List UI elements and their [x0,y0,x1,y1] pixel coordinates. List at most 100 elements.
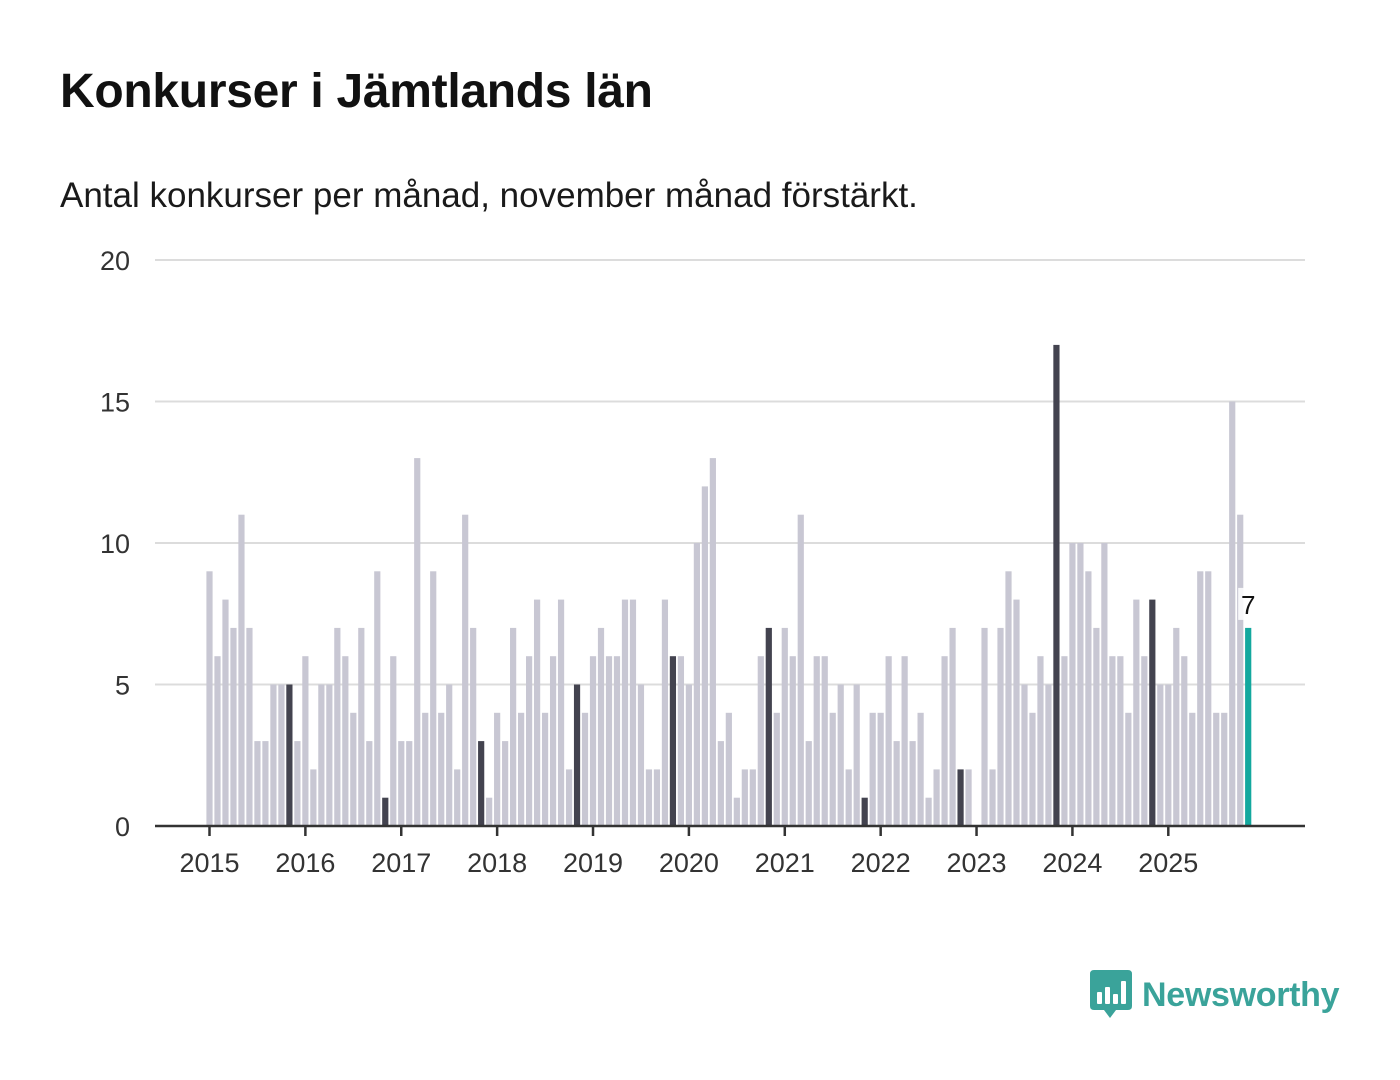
bar[interactable] [1101,543,1108,826]
bar[interactable] [1045,684,1052,827]
bar[interactable] [462,514,469,826]
bar[interactable] [510,627,517,826]
bar[interactable] [685,684,692,827]
bar[interactable] [877,712,884,826]
bar[interactable] [1197,571,1204,826]
bar-november[interactable] [861,797,868,826]
bar[interactable] [454,769,461,826]
bar[interactable] [302,656,309,826]
bar[interactable] [709,458,716,826]
bar[interactable] [270,684,277,827]
bar-november[interactable] [573,684,581,827]
bar[interactable] [1157,684,1164,827]
bar[interactable] [589,656,597,826]
bar-november[interactable] [382,797,389,826]
bar[interactable] [438,712,445,826]
bar[interactable] [254,741,261,826]
bar[interactable] [581,712,589,826]
bar[interactable] [893,741,900,826]
bar-latest[interactable] [1245,627,1252,826]
bar[interactable] [557,599,565,826]
bar[interactable] [1173,627,1180,826]
bar[interactable] [350,712,357,826]
bar[interactable] [597,627,605,826]
bar[interactable] [486,797,493,826]
bar[interactable] [797,514,804,826]
bar[interactable] [565,769,573,826]
bar[interactable] [1013,599,1020,826]
bar[interactable] [1037,656,1044,826]
bar[interactable] [805,741,812,826]
bar[interactable] [1085,571,1092,826]
bar[interactable] [869,712,876,826]
bar[interactable] [1237,514,1244,826]
bar[interactable] [518,712,525,826]
bar[interactable] [230,627,237,826]
bar[interactable] [933,769,940,826]
bar[interactable] [781,627,788,826]
bar[interactable] [965,769,972,826]
bar[interactable] [502,741,509,826]
bar[interactable] [406,741,413,826]
bar[interactable] [1213,712,1220,826]
bar[interactable] [901,656,908,826]
bar[interactable] [813,656,820,826]
bar-november[interactable] [765,627,772,826]
bar[interactable] [1229,401,1236,827]
bar[interactable] [989,769,996,826]
bar[interactable] [749,769,756,826]
bar[interactable] [374,571,381,826]
bar[interactable] [645,769,653,826]
bar[interactable] [1061,656,1068,826]
bar[interactable] [294,741,301,826]
bar[interactable] [1077,543,1084,826]
bar[interactable] [262,741,269,826]
bar[interactable] [997,627,1004,826]
bar[interactable] [1021,684,1028,827]
bar[interactable] [981,627,988,826]
bar[interactable] [541,712,549,826]
bar[interactable] [677,656,685,826]
bar[interactable] [430,571,437,826]
bar[interactable] [1181,656,1188,826]
bar[interactable] [278,684,285,827]
bar[interactable] [398,741,405,826]
bar[interactable] [1205,571,1212,826]
bar[interactable] [741,769,748,826]
bar[interactable] [214,656,221,826]
bar[interactable] [549,656,557,826]
bar-november[interactable] [669,656,677,826]
bar[interactable] [1093,627,1100,826]
bar[interactable] [853,684,860,827]
bar[interactable] [917,712,924,826]
bar[interactable] [206,571,213,826]
bar[interactable] [629,599,637,826]
bar[interactable] [717,741,724,826]
bar[interactable] [1165,684,1172,827]
bar-november[interactable] [1149,599,1156,826]
bar[interactable] [358,627,365,826]
bar[interactable] [1221,712,1228,826]
bar[interactable] [238,514,245,826]
bar[interactable] [773,712,780,826]
bar[interactable] [222,599,229,826]
bar[interactable] [909,741,916,826]
bar[interactable] [1125,712,1132,826]
bar[interactable] [1029,712,1036,826]
bar[interactable] [789,656,796,826]
bar[interactable] [1189,712,1196,826]
bar[interactable] [318,684,325,827]
bar[interactable] [621,599,629,826]
bar[interactable] [1069,543,1076,826]
bar[interactable] [637,684,645,827]
bar[interactable] [613,656,621,826]
bar[interactable] [334,627,341,826]
bar[interactable] [693,543,700,826]
bar[interactable] [1109,656,1116,826]
newsworthy-logo[interactable]: Newsworthy [1090,970,1340,1020]
bar-november[interactable] [478,741,485,826]
bar[interactable] [342,656,349,826]
bar[interactable] [446,684,453,827]
bar[interactable] [1133,599,1140,826]
bar[interactable] [246,627,253,826]
